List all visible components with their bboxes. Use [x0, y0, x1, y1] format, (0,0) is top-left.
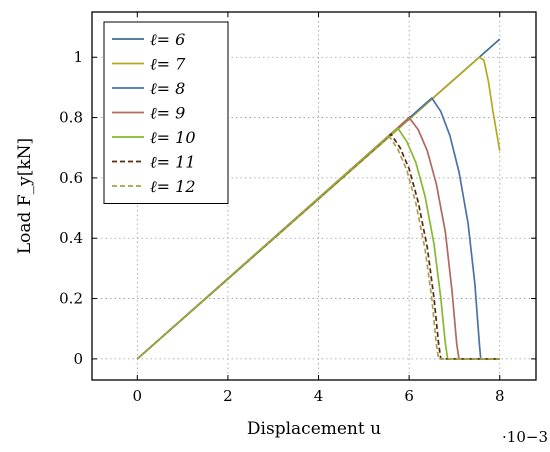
series-lines	[136, 38, 501, 360]
plot-frame	[91, 11, 537, 381]
x-tick-label: 2	[223, 387, 233, 405]
series-line-4	[136, 116, 500, 360]
legend-label: ℓ= 11	[150, 153, 196, 172]
y-tick-label: 0.2	[59, 290, 83, 308]
legend-label: ℓ= 8	[150, 79, 185, 98]
y-tick-label: 0	[73, 350, 83, 368]
legend-label: ℓ= 10	[150, 128, 196, 147]
x-axis-multiplier: ·10−3	[502, 428, 548, 446]
x-tick-label: 8	[495, 387, 505, 405]
y-tick-label: 0.6	[59, 169, 83, 187]
legend-label: ℓ= 12	[150, 177, 196, 196]
axis-ticks: 0 2 4 6 8 0 0.2 0.4 0.6 0.8 1	[59, 12, 536, 405]
legend-label: ℓ= 9	[150, 104, 185, 123]
x-tick-label: 0	[133, 387, 143, 405]
x-tick-label: 6	[404, 387, 414, 405]
x-tick-label: 4	[314, 387, 324, 405]
legend: ℓ= 6 ℓ= 7 ℓ= 8 ℓ= 9 ℓ= 10 ℓ= 11 ℓ= 12	[103, 21, 229, 204]
series-line-3	[136, 97, 500, 360]
y-tick-label: 1	[73, 48, 83, 66]
series-line-5	[136, 127, 500, 360]
legend-label: ℓ= 6	[150, 30, 185, 49]
series-line-2	[136, 56, 501, 360]
series-line-7	[136, 134, 500, 360]
legend-items: ℓ= 6 ℓ= 7 ℓ= 8 ℓ= 9 ℓ= 10 ℓ= 11 ℓ= 12	[112, 30, 196, 196]
y-tick-label: 0.4	[59, 229, 83, 247]
legend-label: ℓ= 7	[150, 55, 186, 74]
y-axis-title: Load F_y[kN]	[15, 138, 35, 254]
y-tick-label: 0.8	[59, 109, 83, 127]
series-line-6	[136, 133, 500, 360]
x-axis-title: Displacement u	[247, 419, 381, 439]
